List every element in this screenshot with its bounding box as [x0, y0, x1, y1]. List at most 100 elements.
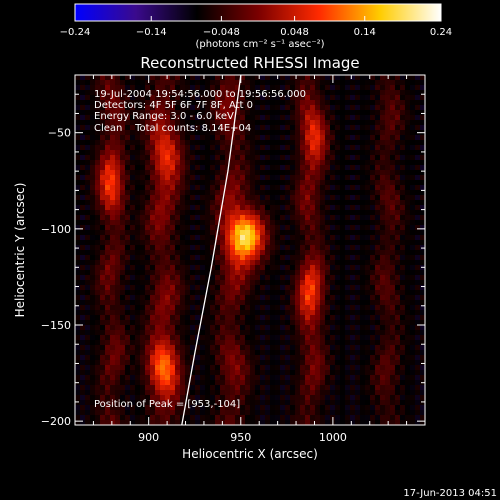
heatmap-cell — [235, 225, 241, 231]
heatmap-cell — [420, 330, 425, 336]
heatmap-cell — [85, 395, 91, 401]
heatmap-cell — [200, 150, 206, 156]
heatmap-cell — [105, 305, 111, 311]
heatmap-cell — [330, 180, 336, 186]
heatmap-cell — [365, 210, 371, 216]
heatmap-cell — [390, 135, 396, 141]
heatmap-cell — [200, 280, 206, 286]
heatmap-cell — [405, 355, 411, 361]
heatmap-cell — [225, 280, 231, 286]
heatmap-cell — [155, 380, 161, 386]
heatmap-cell — [120, 320, 126, 326]
heatmap-cell — [375, 265, 381, 271]
heatmap-cell — [85, 180, 91, 186]
heatmap-cell — [255, 150, 261, 156]
heatmap-cell — [265, 335, 271, 341]
heatmap-cell — [160, 170, 166, 176]
heatmap-cell — [280, 205, 286, 211]
heatmap-cell — [145, 340, 151, 346]
heatmap-cell — [250, 310, 256, 316]
heatmap-cell — [305, 90, 311, 96]
heatmap-cell — [260, 280, 266, 286]
heatmap-cell — [85, 75, 91, 81]
heatmap-cell — [140, 370, 146, 376]
heatmap-cell — [135, 105, 141, 111]
heatmap-cell — [75, 330, 81, 336]
heatmap-cell — [415, 315, 421, 321]
heatmap-cell — [355, 355, 361, 361]
heatmap-cell — [200, 270, 206, 276]
heatmap-cell — [250, 75, 256, 81]
heatmap-cell — [345, 375, 351, 381]
heatmap-cell — [400, 325, 406, 331]
heatmap-cell — [300, 210, 306, 216]
heatmap-cell — [405, 320, 411, 326]
heatmap-cell — [390, 270, 396, 276]
heatmap-cell — [80, 325, 86, 331]
heatmap-cell — [335, 215, 341, 221]
heatmap-cell — [145, 360, 151, 366]
heatmap-cell — [240, 120, 246, 126]
heatmap-cell — [180, 335, 186, 341]
heatmap-cell — [110, 260, 116, 266]
heatmap-cell — [280, 245, 286, 251]
heatmap-cell — [335, 115, 341, 121]
heatmap-cell — [165, 295, 171, 301]
heatmap-cell — [280, 360, 286, 366]
heatmap-cell — [265, 285, 271, 291]
heatmap-cell — [265, 160, 271, 166]
heatmap-cell — [95, 225, 101, 231]
heatmap-cell — [220, 310, 226, 316]
heatmap-cell — [220, 190, 226, 196]
heatmap-cell — [395, 220, 401, 226]
heatmap-cell — [170, 340, 176, 346]
heatmap-cell — [100, 335, 106, 341]
heatmap-cell — [415, 100, 421, 106]
heatmap-cell — [235, 385, 241, 391]
heatmap-cell — [360, 230, 366, 236]
heatmap-cell — [295, 300, 301, 306]
heatmap-cell — [235, 415, 241, 421]
heatmap-cell — [285, 165, 291, 171]
heatmap-cell — [215, 110, 221, 116]
heatmap-cell — [270, 80, 276, 86]
heatmap-cell — [135, 110, 141, 116]
heatmap-cell — [395, 145, 401, 151]
heatmap-cell — [165, 335, 171, 341]
heatmap-cell — [345, 295, 351, 301]
heatmap-cell — [105, 150, 111, 156]
heatmap-cell — [175, 380, 181, 386]
heatmap-cell — [130, 305, 136, 311]
heatmap-cell — [360, 120, 366, 126]
heatmap-cell — [335, 120, 341, 126]
heatmap-cell — [135, 180, 141, 186]
heatmap-cell — [420, 145, 425, 151]
heatmap-cell — [245, 305, 251, 311]
heatmap-cell — [130, 400, 136, 406]
heatmap-cell — [385, 290, 391, 296]
heatmap-cell — [175, 420, 181, 425]
heatmap-cell — [235, 340, 241, 346]
heatmap-cell — [250, 145, 256, 151]
heatmap-cell — [195, 210, 201, 216]
heatmap-cell — [170, 315, 176, 321]
heatmap-cell — [245, 395, 251, 401]
heatmap-cell — [415, 205, 421, 211]
heatmap-cell — [280, 230, 286, 236]
heatmap-cell — [395, 185, 401, 191]
heatmap-cell — [280, 350, 286, 356]
heatmap-cell — [235, 215, 241, 221]
heatmap-cell — [120, 365, 126, 371]
heatmap-cell — [340, 300, 346, 306]
heatmap-cell — [275, 140, 281, 146]
heatmap-cell — [200, 175, 206, 181]
heatmap-cell — [125, 235, 131, 241]
heatmap-cell — [100, 255, 106, 261]
heatmap-cell — [320, 180, 326, 186]
heatmap-cell — [125, 240, 131, 246]
heatmap-cell — [190, 340, 196, 346]
heatmap-cell — [130, 210, 136, 216]
heatmap-cell — [325, 250, 331, 256]
heatmap-cell — [290, 85, 296, 91]
heatmap-cell — [405, 135, 411, 141]
